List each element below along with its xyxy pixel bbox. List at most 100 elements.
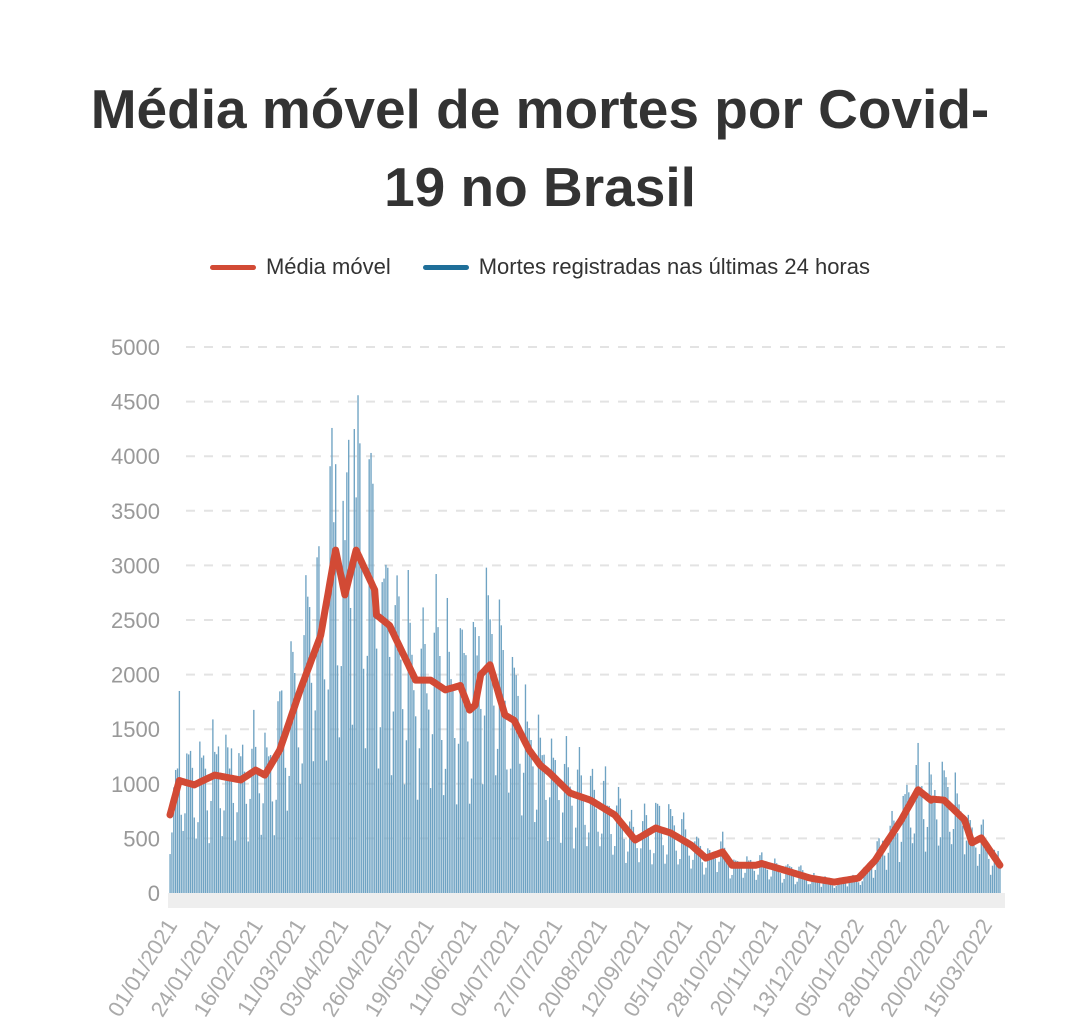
daily-death-bar <box>872 877 875 893</box>
daily-death-bar <box>331 427 333 893</box>
daily-death-bar <box>982 819 984 893</box>
daily-death-bar <box>883 855 886 893</box>
daily-death-bar <box>368 459 370 893</box>
daily-death-bar <box>588 832 590 893</box>
daily-death-bar <box>407 570 409 893</box>
daily-death-bar <box>621 827 623 893</box>
daily-death-bar <box>320 627 322 893</box>
daily-death-bar <box>764 860 767 893</box>
daily-death-bar <box>301 763 303 893</box>
daily-death-bar <box>614 846 616 893</box>
daily-death-bar <box>656 803 659 893</box>
daily-death-bar <box>638 862 640 893</box>
daily-death-bar <box>374 586 376 893</box>
daily-death-bar <box>651 864 653 893</box>
daily-death-bar <box>811 875 813 893</box>
daily-death-bar <box>712 853 715 893</box>
daily-death-bar <box>457 743 460 893</box>
daily-death-bar <box>308 607 311 893</box>
daily-death-bar <box>398 596 400 893</box>
daily-death-bar <box>390 775 393 893</box>
daily-death-bar <box>690 868 692 893</box>
daily-death-bar <box>993 849 996 893</box>
daily-death-bar <box>214 751 216 893</box>
daily-death-bar <box>900 841 903 893</box>
daily-death-bar <box>891 810 893 893</box>
daily-death-bar <box>919 786 921 893</box>
daily-death-bar <box>468 803 471 893</box>
daily-death-bar <box>770 876 772 893</box>
daily-death-bar <box>904 794 906 893</box>
daily-death-bar <box>785 865 787 893</box>
daily-death-bar <box>669 809 672 893</box>
daily-death-bar <box>266 747 268 893</box>
daily-death-bar <box>450 679 452 893</box>
daily-death-bar <box>236 812 238 893</box>
daily-death-bar <box>312 761 315 893</box>
daily-death-bar <box>792 875 795 893</box>
daily-death-bar <box>695 836 698 893</box>
daily-death-bar <box>926 826 929 893</box>
daily-death-bar <box>619 798 622 893</box>
daily-death-bar <box>333 522 335 893</box>
daily-death-bar <box>963 854 966 893</box>
daily-death-bar <box>962 825 964 893</box>
daily-death-bar <box>718 861 720 893</box>
daily-death-bar <box>394 605 396 893</box>
daily-death-bar <box>844 882 847 893</box>
daily-death-bar <box>316 557 318 893</box>
daily-death-bar <box>809 884 811 893</box>
daily-death-bar <box>171 832 173 893</box>
daily-death-bar <box>850 877 852 893</box>
daily-death-bar <box>431 734 434 893</box>
y-tick-label: 4500 <box>111 390 160 415</box>
daily-death-bar <box>388 656 391 893</box>
daily-death-bar <box>956 793 958 893</box>
daily-death-bar <box>567 767 569 893</box>
daily-death-bar <box>188 754 190 893</box>
daily-death-bar <box>340 666 342 893</box>
daily-death-bar <box>740 867 743 893</box>
daily-death-bar <box>768 879 770 893</box>
daily-death-bar <box>915 764 917 893</box>
daily-death-bar <box>701 862 703 893</box>
daily-death-bar <box>277 701 279 893</box>
daily-death-bar <box>264 732 266 893</box>
legend-item-moving-average[interactable]: Média móvel <box>209 254 391 280</box>
daily-death-bar <box>463 652 465 893</box>
daily-death-bar <box>197 822 199 893</box>
daily-death-bar <box>364 748 367 893</box>
daily-death-bar <box>195 838 197 893</box>
daily-death-bar <box>675 850 677 893</box>
daily-death-bar <box>978 854 981 893</box>
daily-death-bar <box>681 819 683 893</box>
daily-death-bar <box>989 874 992 893</box>
daily-death-bar <box>705 867 707 893</box>
daily-death-bar <box>379 727 382 893</box>
daily-death-bar <box>820 886 823 893</box>
daily-death-bar <box>986 842 988 893</box>
daily-death-bar <box>375 648 378 893</box>
daily-death-bar <box>928 762 930 893</box>
daily-death-bar <box>212 719 214 893</box>
daily-death-bar <box>835 886 837 893</box>
daily-death-bar <box>180 814 182 893</box>
daily-death-bar <box>807 884 809 893</box>
daily-death-bar <box>327 689 329 893</box>
daily-death-bar <box>878 838 880 893</box>
legend-item-daily-deaths[interactable]: Mortes registradas nas últimas 24 horas <box>422 254 870 280</box>
daily-death-bar <box>223 810 225 893</box>
daily-death-bar <box>932 796 934 893</box>
daily-death-bar <box>485 567 488 893</box>
daily-death-bar <box>699 845 702 893</box>
daily-death-bar <box>582 801 584 893</box>
daily-death-bar <box>273 835 275 893</box>
daily-death-bar <box>733 859 735 893</box>
daily-death-bar <box>483 715 486 893</box>
daily-death-bar <box>887 852 890 893</box>
daily-death-bar <box>262 803 264 893</box>
daily-death-bar <box>589 775 592 893</box>
daily-death-bar <box>517 695 519 893</box>
daily-death-bar <box>294 673 296 893</box>
daily-death-bar <box>876 841 878 893</box>
